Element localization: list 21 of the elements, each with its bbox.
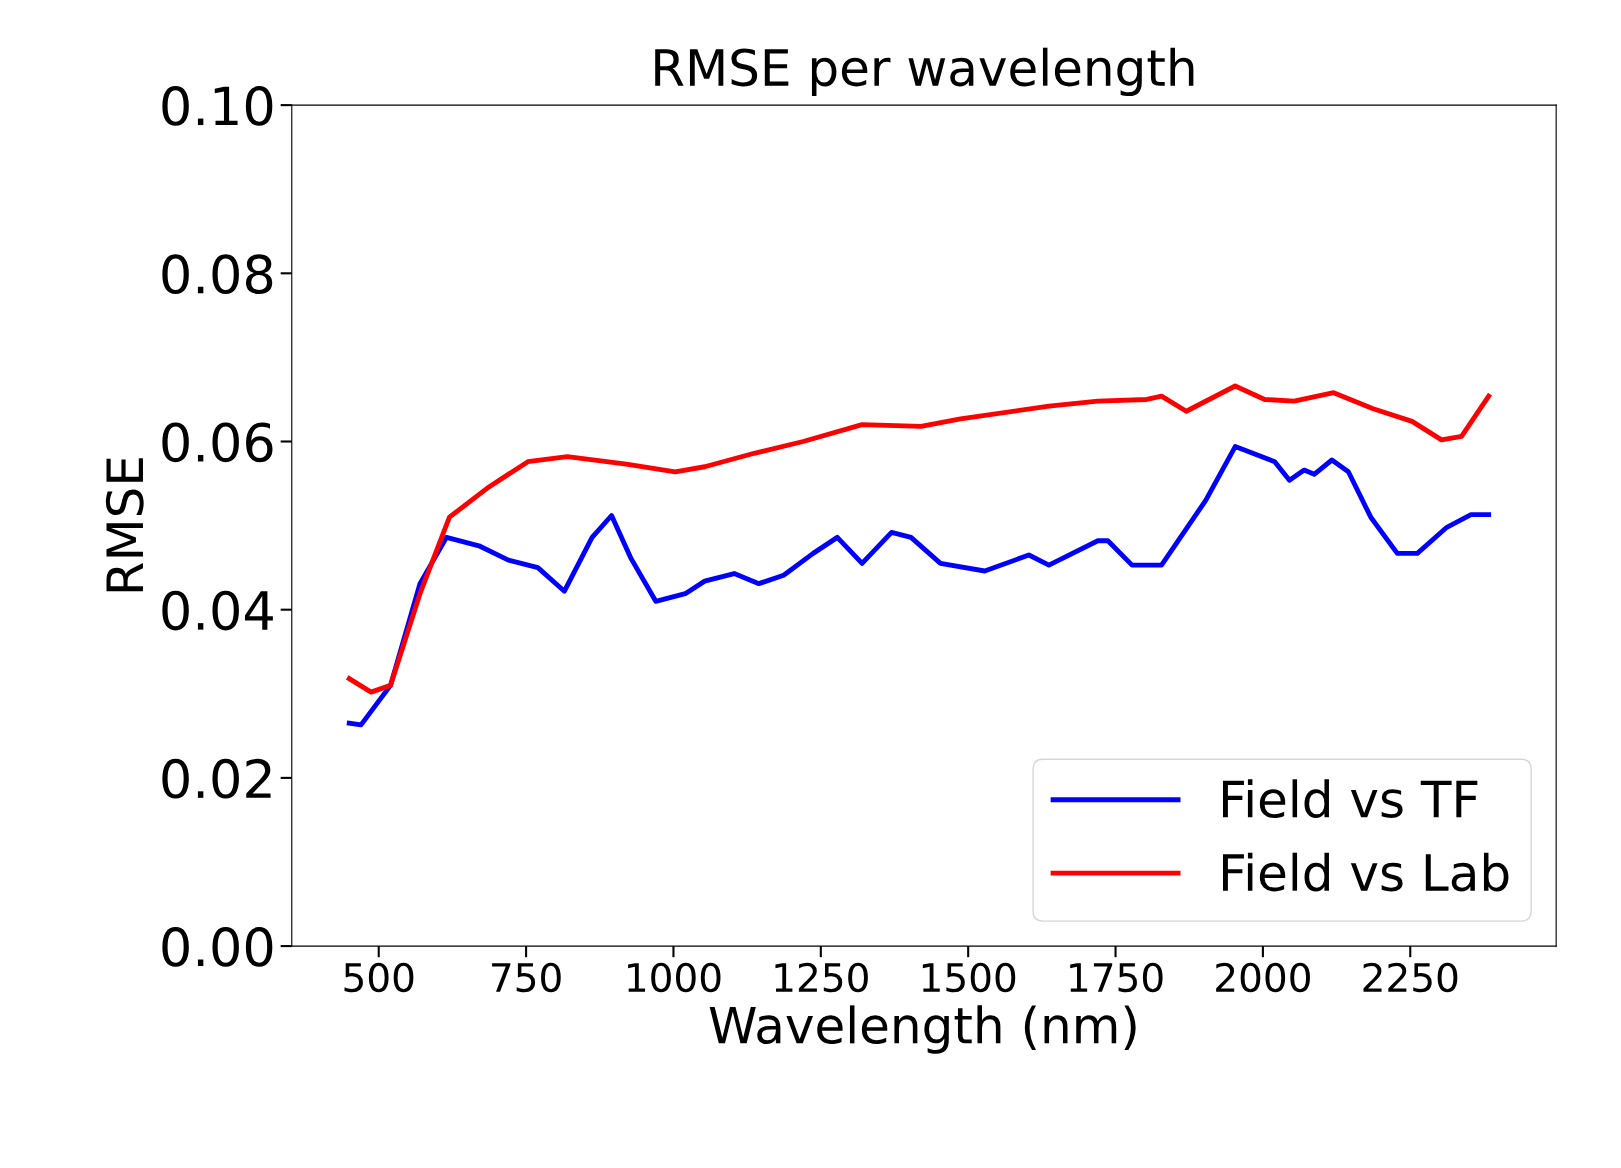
x-tick-label: 2000 (1216, 962, 1310, 993)
x-tick-label: 500 (344, 962, 414, 993)
legend-label: Field vs TF (1222, 779, 1478, 818)
x-tick-label: 1500 (922, 962, 1016, 993)
y-tick-label: 0.00 (162, 927, 273, 967)
line-series (346, 444, 1492, 728)
y-axis-title: RMSE (105, 458, 144, 592)
x-tick-label: 1000 (628, 962, 721, 993)
y-tick-label: 0.02 (162, 758, 271, 799)
y-tick-label: 0.06 (162, 422, 273, 463)
x-tick-label: 2250 (1363, 962, 1458, 993)
y-tick-label: 0.04 (162, 590, 273, 631)
y-tick-label: 0.08 (162, 254, 273, 294)
x-axis-title: Wavelength (nm) (709, 1005, 1136, 1054)
line-series (346, 383, 1492, 695)
x-tick-label: 1250 (775, 962, 868, 993)
legend-label: Field vs Lab (1222, 852, 1509, 892)
y-tick-label: 0.10 (162, 86, 273, 126)
x-tick-label: 750 (492, 962, 561, 993)
x-tick-label: 1750 (1070, 962, 1163, 993)
chart-title: RMSE per wavelength (655, 47, 1194, 97)
